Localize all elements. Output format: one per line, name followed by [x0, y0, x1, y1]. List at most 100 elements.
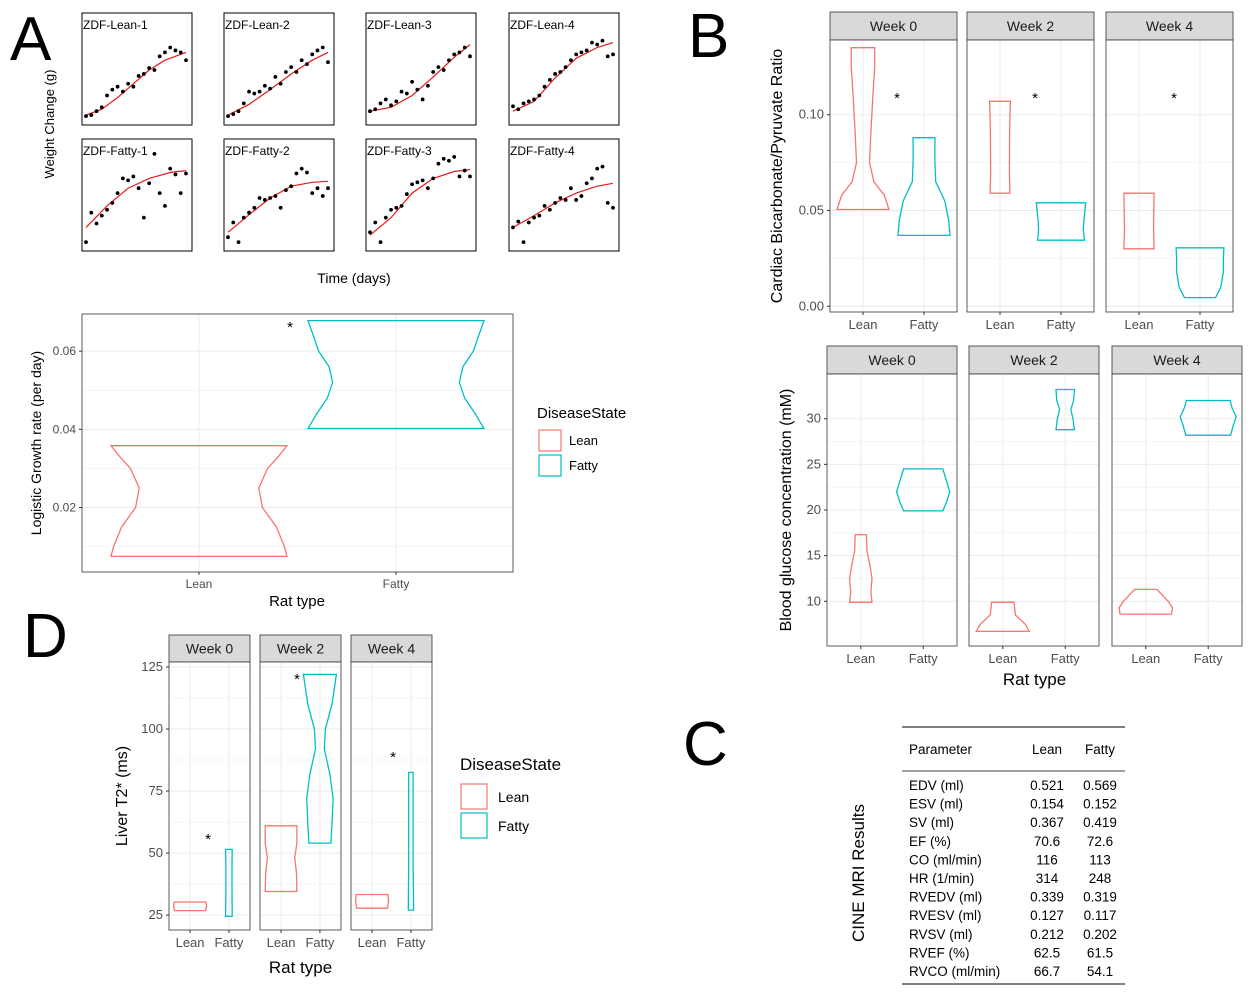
data-point: [115, 84, 120, 89]
data-point: [600, 164, 605, 169]
x-tick-label-fatty: Fatty: [909, 651, 938, 666]
x-tick-label-fatty: Fatty: [305, 935, 334, 950]
data-point: [457, 174, 462, 179]
y-tick-label: 25: [807, 456, 821, 471]
violin-lean-week-2: [988, 100, 1012, 194]
data-point: [521, 101, 526, 106]
table-row: ESV (ml) 0.154 0.152: [909, 797, 1117, 812]
violin-lean: [109, 445, 289, 558]
y-tick-label: 0.00: [799, 298, 824, 313]
data-point: [605, 201, 610, 205]
table-cell: 0.152: [1083, 797, 1117, 812]
y-tick-label: 20: [807, 502, 821, 517]
mini-panel-zdf-lean-3: ZDF-Lean-3: [365, 12, 477, 126]
y-tick-label: 0.10: [799, 107, 824, 122]
facet-strip: [966, 11, 1095, 41]
data-point: [511, 225, 515, 230]
table-cell: 314: [1036, 871, 1059, 886]
violin-fatty-week-0: [897, 137, 951, 237]
data-point: [247, 89, 251, 94]
table-header-lean: Lean: [1032, 742, 1062, 757]
data-point: [310, 191, 315, 196]
table-cell: 116: [1036, 852, 1058, 867]
mini-panel-title-zdf-lean-1: ZDF-Lean-1: [83, 18, 148, 32]
facet-strip: [350, 634, 433, 663]
data-point: [247, 210, 251, 215]
violin-fatty-week-4: [1175, 247, 1225, 299]
y-tick-label: 0.04: [53, 422, 77, 436]
facet-background: [169, 662, 250, 930]
facet-strip-label-week-2: Week 2: [1007, 18, 1054, 34]
table-cell: ESV (ml): [909, 797, 963, 812]
data-point: [294, 171, 299, 176]
facet-strip-label-week-0: Week 0: [870, 18, 917, 34]
panel-letter-a: A: [10, 5, 52, 74]
data-point: [462, 168, 467, 173]
data-point: [584, 181, 589, 186]
x-tick-label-lean: Lean: [846, 651, 875, 666]
table-cell: 66.7: [1034, 964, 1060, 979]
y-tick-label: 0.02: [53, 501, 77, 515]
table-cell: 0.367: [1030, 815, 1064, 830]
data-point: [542, 203, 547, 208]
data-point: [147, 66, 152, 70]
data-point: [378, 240, 383, 245]
table-cell: 0.154: [1030, 797, 1064, 812]
data-point: [394, 99, 399, 104]
mini-panel-zdf-lean-1: ZDF-Lean-1: [81, 12, 193, 126]
data-point: [315, 186, 320, 191]
y-tick-label: 125: [141, 659, 163, 674]
y-tick-label: 25: [149, 907, 163, 922]
logistic-fit-line: [369, 169, 471, 236]
violin-fatty: [306, 319, 486, 430]
x-tick-label-fatty: Fatty: [1194, 651, 1223, 666]
violin-fatty-week-0: [895, 468, 951, 512]
data-point: [163, 203, 167, 208]
logistic-fit-line: [369, 44, 471, 112]
data-point: [278, 81, 283, 86]
data-point: [262, 83, 267, 88]
data-point: [441, 68, 446, 72]
data-point: [404, 192, 409, 196]
table-row: RVSV (ml) 0.212 0.202: [909, 927, 1117, 942]
table-cell: EDV (ml): [909, 778, 964, 793]
data-point: [468, 174, 472, 179]
facet-week-2: Week 2 Lean Fatty: [968, 345, 1100, 666]
facet-strip-label-week-0: Week 0: [868, 352, 915, 368]
data-point: [184, 58, 188, 63]
data-point: [415, 180, 420, 185]
table-cell: RVEF (%): [909, 945, 970, 960]
panel-b-glucose-violin: Week 0 Lean Fatty Week 2 Lean Fatty Week 4 Lean…: [778, 345, 1243, 689]
x-tick-label-fatty: Fatty: [214, 935, 243, 950]
table-cell: 72.6: [1087, 834, 1113, 849]
data-point: [389, 207, 393, 212]
mini-panel-frame: [223, 138, 335, 252]
data-point: [320, 45, 325, 50]
table-row: SV (ml) 0.367 0.419: [909, 815, 1117, 830]
data-point: [574, 198, 579, 202]
mini-panel-title-zdf-fatty-3: ZDF-Fatty-3: [367, 144, 432, 158]
table-cell: 70.6: [1034, 834, 1060, 849]
y-tick-label: 0.06: [53, 344, 77, 358]
data-point: [532, 215, 536, 220]
y-tick-label: 10: [807, 593, 821, 608]
mini-panel-zdf-lean-2: ZDF-Lean-2: [223, 12, 335, 126]
table-side-title: CINE MRI Results: [849, 804, 868, 942]
significance-marker: *: [1032, 90, 1038, 107]
mini-panel-frame: [365, 12, 477, 126]
significance-marker: *: [390, 749, 396, 766]
data-point: [547, 77, 552, 82]
mini-panel-frame: [223, 12, 335, 126]
facet-week-0: Week 0 Lean Fatty *: [168, 634, 251, 950]
data-point: [368, 109, 372, 114]
data-point: [84, 240, 88, 245]
data-point: [289, 184, 294, 189]
x-axis-title: Rat type: [1003, 670, 1066, 689]
data-point: [115, 191, 120, 196]
data-point: [399, 203, 404, 208]
data-point: [447, 58, 451, 63]
data-point: [542, 84, 547, 89]
facet-strip-label-week-2: Week 2: [1010, 352, 1057, 368]
data-point: [273, 75, 278, 79]
data-point: [184, 171, 188, 176]
